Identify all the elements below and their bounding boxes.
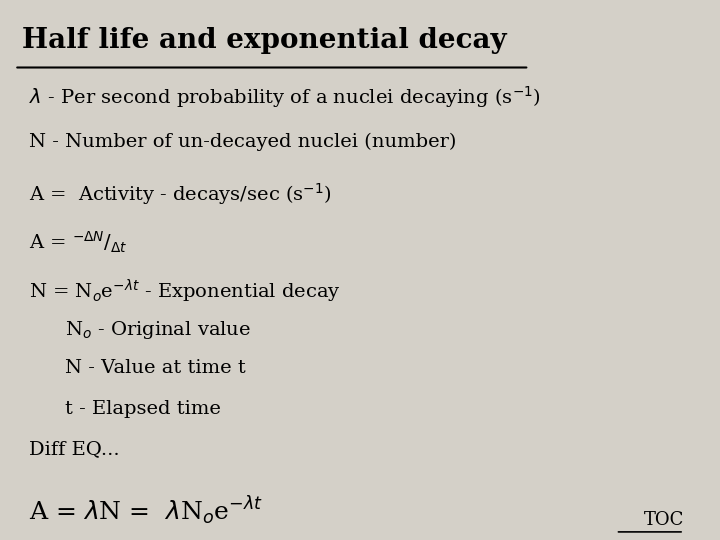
Text: N = N$_{o}$e$^{-\lambda t}$ - Exponential decay: N = N$_{o}$e$^{-\lambda t}$ - Exponentia… [29,278,341,305]
Text: N - Number of un-decayed nuclei (number): N - Number of un-decayed nuclei (number) [29,132,456,151]
Text: t - Elapsed time: t - Elapsed time [65,400,220,417]
Text: N - Value at time t: N - Value at time t [65,359,246,377]
Text: A = $\lambda$N =  $\lambda$N$_{o}$e$^{-\lambda t}$: A = $\lambda$N = $\lambda$N$_{o}$e$^{-\l… [29,494,263,527]
Text: TOC: TOC [644,511,684,529]
Text: $\lambda$ - Per second probability of a nuclei decaying (s$^{-1}$): $\lambda$ - Per second probability of a … [29,84,541,110]
Text: A =  Activity - decays/sec (s$^{-1}$): A = Activity - decays/sec (s$^{-1}$) [29,181,331,207]
Text: Diff EQ...: Diff EQ... [29,440,120,458]
Text: Half life and exponential decay: Half life and exponential decay [22,27,506,54]
Text: A = $^{-\Delta N}/_{\Delta t}$: A = $^{-\Delta N}/_{\Delta t}$ [29,230,127,255]
Text: N$_{o}$ - Original value: N$_{o}$ - Original value [65,319,251,341]
